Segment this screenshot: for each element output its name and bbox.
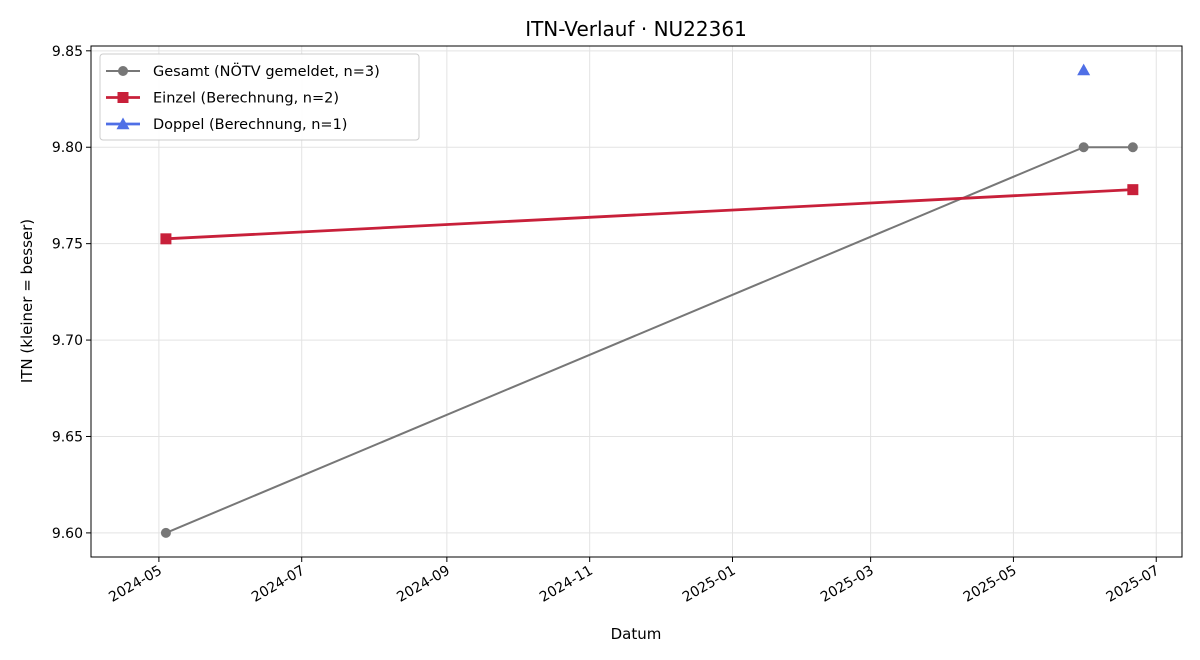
legend-box (99, 53, 420, 141)
data-point (160, 527, 171, 538)
y-tick-label: 9.75 (52, 237, 83, 253)
legend-label: Einzel (Berechnung, n=2) (153, 91, 339, 107)
legend-marker (117, 92, 129, 103)
y-tick-label: 9.60 (52, 526, 83, 542)
y-axis-label: ITN (kleiner = besser) (18, 219, 36, 383)
data-point (1078, 142, 1089, 153)
y-tick-label: 9.80 (52, 140, 83, 156)
series-square (160, 184, 1139, 245)
x-axis: 2024-05 2024-07 2024-09 2024-11 2025-01 2025-… (106, 557, 1162, 606)
x-tick-label: 2025-03 (818, 563, 877, 606)
legend-label: Gesamt (NÖTV gemeldet, n=3) (153, 62, 380, 80)
x-tick-label: 2025-07 (1104, 563, 1163, 606)
data-point (1077, 63, 1091, 76)
y-tick-label: 9.65 (52, 429, 83, 445)
data-point (1127, 142, 1138, 153)
series-layer (160, 63, 1139, 538)
legend-label: Doppel (Berechnung, n=1) (153, 117, 347, 133)
x-tick-label: 2024-09 (394, 563, 453, 606)
x-tick-label: 2024-07 (249, 563, 308, 606)
y-axis: 9.60 9.65 9.70 9.75 9.80 9.85 (52, 44, 91, 542)
data-point (1127, 184, 1139, 196)
legend-item: Einzel (Berechnung, n=2) (106, 91, 339, 107)
x-tick-label: 2025-01 (680, 563, 739, 606)
legend: Gesamt (NÖTV gemeldet, n=3) Einzel (Berec… (99, 53, 420, 141)
plot-frame (90, 45, 1183, 558)
y-tick-label: 9.70 (52, 333, 83, 349)
data-point (160, 233, 172, 245)
chart-title: ITN-Verlauf · NU22361 (525, 17, 747, 41)
legend-item: Doppel (Berechnung, n=1) (106, 117, 347, 133)
x-axis-label: Datum (611, 625, 662, 643)
grid-lines (91, 46, 1182, 557)
x-tick-label: 2025-05 (961, 563, 1020, 606)
legend-marker (118, 66, 128, 76)
x-tick-label: 2024-11 (537, 563, 596, 606)
series-triangle (1077, 63, 1091, 76)
legend-marker (116, 117, 130, 130)
series-line (165, 188, 1133, 241)
x-tick-label: 2024-05 (106, 563, 165, 606)
legend-item: Gesamt (NÖTV gemeldet, n=3) (106, 62, 380, 80)
y-tick-label: 9.85 (52, 44, 83, 60)
series-circle (160, 142, 1138, 538)
